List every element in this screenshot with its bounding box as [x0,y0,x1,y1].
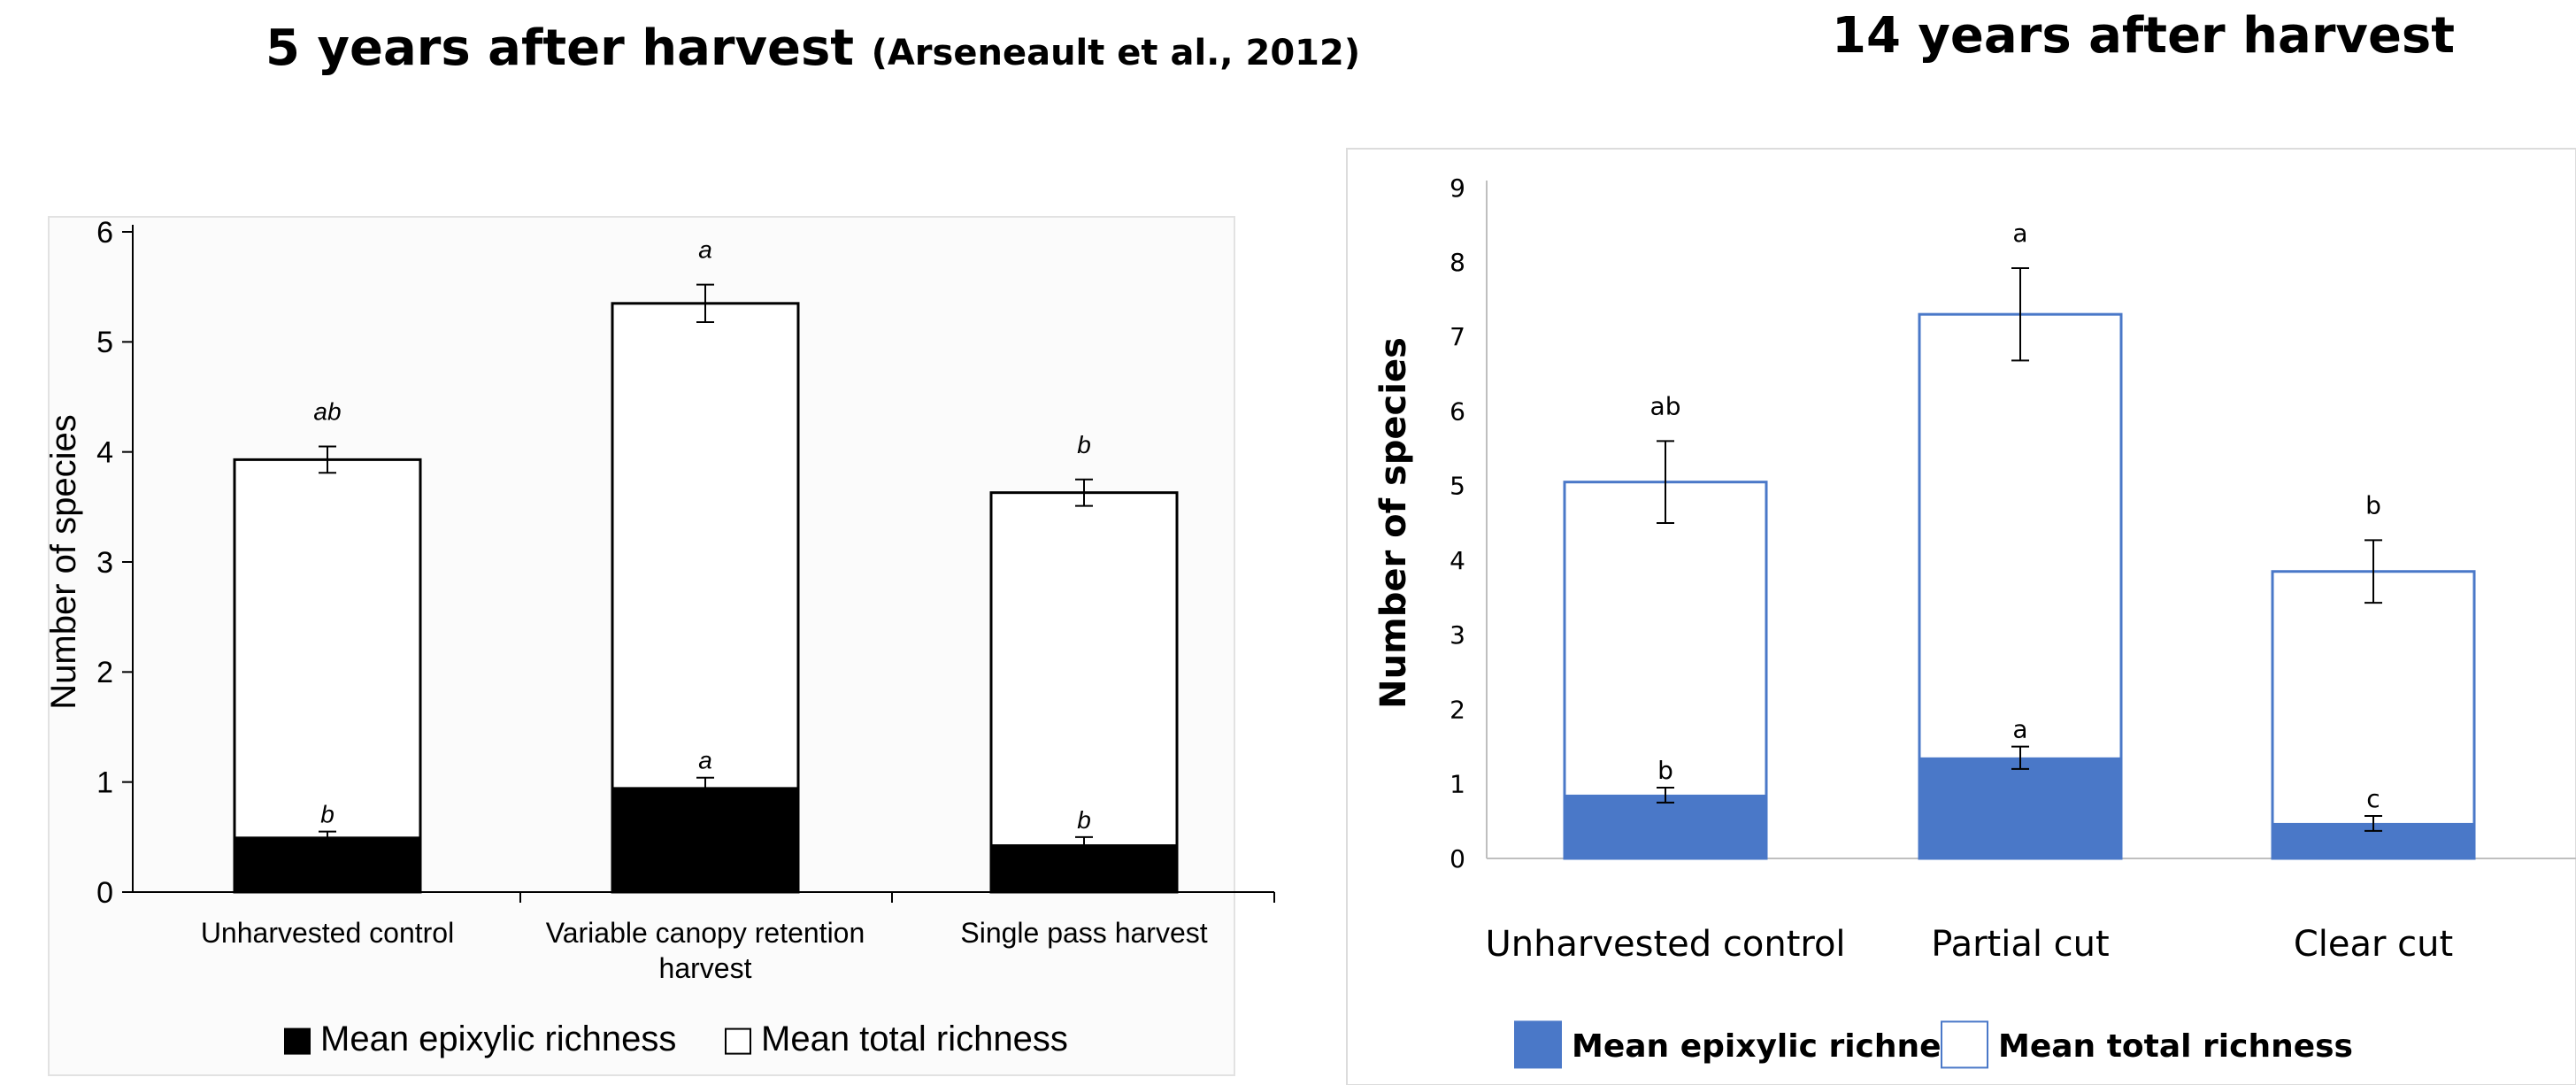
left-chart-citation: (Arseneault et al., 2012) [871,33,1361,73]
y-tick-label: 5 [1449,472,1465,501]
legend-label-epixylic: Mean epixylic richness [1572,1028,1979,1065]
x-category-label: Clear cut [2294,924,2453,965]
y-tick-label: 3 [96,546,113,580]
y-tick-label: 6 [1449,396,1465,426]
significance-letter-total: a [698,236,712,264]
legend-label-epixylic: Mean epixylic richness [320,1020,676,1058]
x-category-label: Single pass harvest [960,917,1207,949]
bar-total-richness [989,491,1179,894]
significance-letter-total: b [1077,431,1091,458]
y-tick-label: 8 [1449,248,1465,277]
legend-swatch-epixylic [1514,1020,1562,1069]
significance-letter-total: ab [313,397,341,425]
x-category-label: harvest [659,952,752,984]
legend-swatch-epixylic [284,1027,311,1055]
x-category-label: Unharvested control [201,917,454,949]
y-axis-label: Number of species [1373,337,1414,709]
bar-epixylic-richness [234,836,421,893]
legend-label-total: Mean total richness [761,1020,1068,1058]
significance-letter-epixylic: a [698,747,712,774]
y-tick-label: 1 [96,766,113,800]
significance-letter-epixylic: b [1657,756,1673,785]
significance-letter-epixylic: b [1077,806,1091,834]
y-tick-label: 0 [96,876,113,910]
bar-epixylic-richness [1919,757,2122,859]
bar-epixylic-richness [611,787,799,893]
bar-total-richness [2271,570,2476,860]
right-chart-title: 14 years after harvest [1832,7,2456,65]
bar-total-richness [233,458,422,894]
significance-letter-total: b [2365,490,2381,519]
x-category-label: Variable canopy retention [546,917,865,949]
y-tick-label: 5 [96,326,113,359]
y-tick-label: 3 [1449,620,1465,650]
bar-epixylic-richness [1564,794,1767,859]
y-tick-label: 2 [1449,695,1465,724]
x-category-label: Partial cut [1931,924,2109,965]
significance-letter-epixylic: a [2012,715,2027,744]
legend-swatch-total [1941,1020,1988,1069]
legend-label-total: Mean total richness [1998,1028,2353,1065]
significance-letter-total: a [2012,219,2027,248]
y-tick-label: 1 [1449,770,1465,799]
left-chart-title-text: 5 years after harvest [265,19,855,77]
significance-letter-total: ab [1650,391,1681,420]
y-tick-label: 0 [1449,844,1465,873]
x-category-label: Unharvested control [1485,924,1845,965]
y-tick-label: 7 [1449,322,1465,351]
bar-epixylic-richness [2272,822,2475,859]
significance-letter-epixylic: b [320,801,334,828]
y-axis-label: Number of species [44,414,83,709]
y-tick-label: 4 [96,436,113,470]
y-tick-label: 2 [96,656,113,689]
y-tick-label: 6 [96,216,113,250]
y-tick-label: 4 [1449,546,1465,575]
legend-swatch-total [725,1027,751,1055]
significance-letter-epixylic: c [2366,784,2380,813]
left-chart-title: 5 years after harvest (Arseneault et al.… [265,19,1360,77]
y-tick-label: 9 [1449,173,1465,203]
